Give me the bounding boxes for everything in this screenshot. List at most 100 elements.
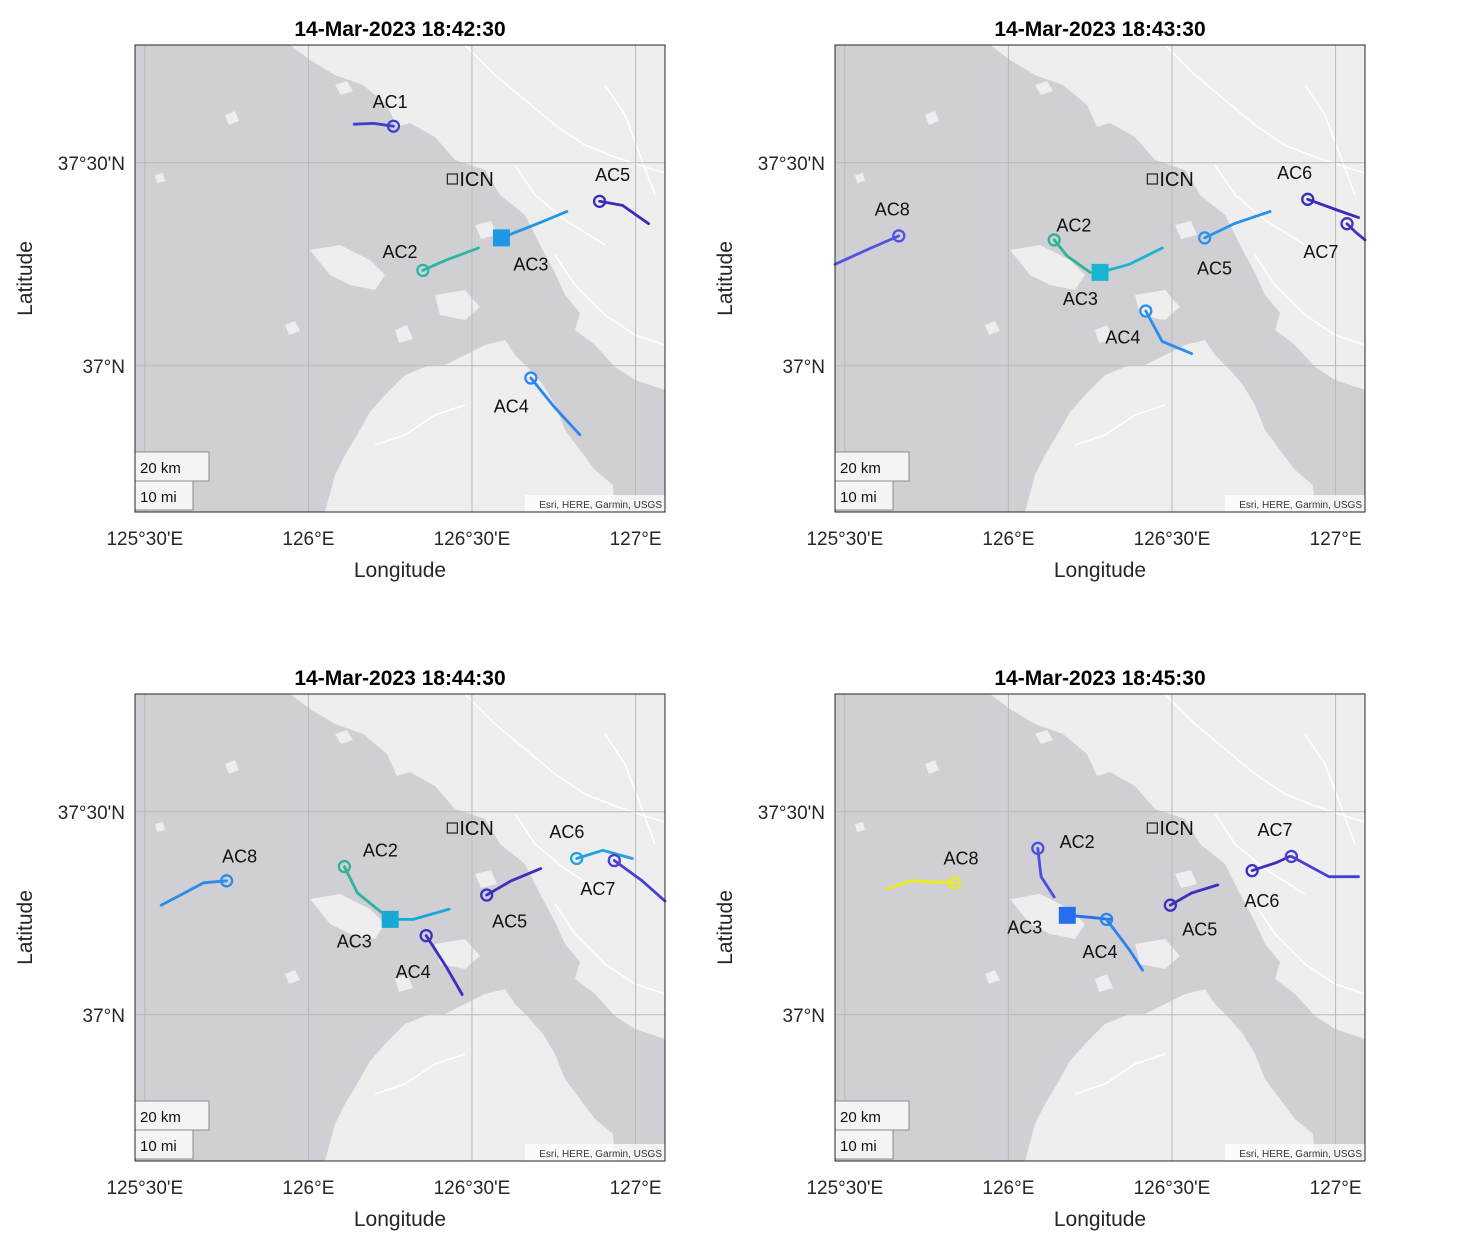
attribution-text: Esri, HERE, Garmin, USGS (1239, 1149, 1362, 1160)
x-axis-label: Longitude (1054, 1208, 1146, 1231)
airport-marker (1146, 822, 1158, 834)
aircraft-ac6: AC6 (1277, 163, 1360, 220)
scalebar-km-label: 20 km (140, 460, 181, 477)
aircraft-trail (1345, 222, 1367, 242)
aircraft-marker-circle[interactable] (1301, 192, 1315, 206)
scalebar-mi-box (134, 480, 194, 511)
aircraft-ac5: AC5 (1163, 883, 1220, 940)
basemap-road (1164, 693, 1366, 823)
aircraft-label: AC6 (1277, 163, 1312, 183)
panel-title: 14-Mar-2023 18:42:30 (294, 18, 505, 41)
aircraft-marker-circle[interactable] (416, 263, 430, 278)
aircraft-ac2: AC2 (337, 840, 398, 921)
aircraft-marker-circle[interactable] (1198, 231, 1212, 245)
aircraft-ac3: AC3 (337, 907, 451, 952)
aircraft-trail (421, 246, 480, 272)
aircraft-marker-circle[interactable] (947, 876, 962, 890)
aircraft-label: AC3 (337, 932, 372, 952)
x-tick-label: 126°E (982, 529, 1034, 550)
aircraft-ac4: AC4 (1082, 912, 1144, 972)
attribution-bg (525, 495, 665, 512)
x-tick-label: 127°E (610, 529, 662, 550)
aircraft-marker-circle[interactable] (1163, 898, 1177, 912)
scalebar-km-box (134, 451, 210, 482)
aircraft-marker-circle[interactable] (1284, 849, 1299, 864)
scalebar-mi-box (834, 1129, 894, 1160)
aircraft-marker-circle[interactable] (1340, 217, 1354, 231)
aircraft-marker-circle[interactable] (219, 874, 234, 888)
basemap-road (1074, 1053, 1166, 1095)
panel-title: 14-Mar-2023 18:43:30 (994, 18, 1205, 41)
basemap-island (925, 111, 939, 125)
aircraft-trail (499, 210, 569, 240)
aircraft-marker-circle[interactable] (480, 888, 494, 902)
aircraft-label: AC4 (494, 396, 529, 416)
aircraft-marker-circle[interactable] (892, 229, 906, 243)
aircraft-marker-circle[interactable] (570, 851, 584, 866)
basemap-island (855, 822, 865, 832)
aircraft-marker-circle[interactable] (1047, 233, 1061, 247)
aircraft-ac7: AC7 (1303, 217, 1367, 262)
x-tick-label: 127°E (1310, 1178, 1362, 1199)
aircraft-marker-square[interactable] (381, 910, 399, 928)
aircraft-ac5: AC5 (1197, 210, 1272, 278)
basemap-road (1254, 903, 1366, 995)
scalebar-mi-label: 10 mi (140, 1138, 177, 1155)
basemap-island (1010, 894, 1085, 939)
aircraft-marker-circle[interactable] (419, 928, 433, 943)
aircraft-marker-circle[interactable] (386, 119, 401, 133)
aircraft-trail (159, 879, 228, 907)
y-tick-label: 37°30'N (758, 154, 825, 175)
basemap-island (1175, 870, 1197, 888)
attribution-bg (1225, 495, 1365, 512)
airport-label: ICN (1159, 818, 1193, 840)
aircraft-label: AC8 (875, 199, 910, 219)
airport-label: ICN (459, 818, 493, 840)
axes-frame (134, 693, 666, 1162)
aircraft-label: AC6 (549, 822, 584, 842)
airport-marker (446, 822, 458, 834)
x-tick-label: 126°E (282, 529, 334, 550)
aircraft-ac2: AC2 (382, 242, 480, 278)
aircraft-label: AC8 (943, 848, 978, 868)
aircraft-marker-square[interactable] (1058, 906, 1076, 924)
aircraft-ac5: AC5 (592, 165, 650, 226)
aircraft-trail (342, 865, 392, 921)
axes-frame (834, 44, 1366, 513)
aircraft-marker-circle[interactable] (607, 853, 621, 868)
map-panel-1: 125°30'E 126°E 126°30'E 127°E 37°30'N 37°N ICN… (14, 18, 666, 582)
basemap-island (475, 221, 497, 239)
aircraft-label: AC6 (1244, 891, 1279, 911)
aircraft-ac3: AC3 (1007, 906, 1112, 938)
scalebar-km-label: 20 km (840, 460, 881, 477)
aircraft-marker-circle[interactable] (1245, 863, 1259, 878)
aircraft-marker-circle[interactable] (1139, 304, 1153, 318)
aircraft-trail (529, 376, 582, 437)
x-tick-label: 126°30'E (434, 1178, 511, 1199)
basemap-island (925, 760, 939, 774)
scalebar-km-box (134, 1100, 210, 1131)
basemap-island (1035, 730, 1053, 744)
aircraft-marker-circle[interactable] (1099, 912, 1114, 927)
aircraft-trail (833, 234, 901, 266)
aircraft-marker-square[interactable] (1091, 263, 1109, 281)
aircraft-trail (1105, 917, 1144, 972)
scalebar-mi-box (134, 1129, 194, 1160)
basemap-island (225, 760, 239, 774)
scalebar-km-box (834, 1100, 910, 1131)
aircraft-trail (575, 848, 634, 860)
basemap-island (155, 173, 165, 183)
basemap-road (1214, 813, 1306, 895)
aircraft-marker-circle[interactable] (592, 194, 607, 208)
aircraft-marker-circle[interactable] (1031, 841, 1045, 855)
aircraft-marker-circle[interactable] (524, 371, 538, 385)
aircraft-trail (485, 867, 543, 897)
basemap-road (604, 733, 656, 845)
basemap-island (155, 822, 165, 832)
aircraft-marker-circle[interactable] (337, 859, 352, 874)
aircraft-label: AC4 (396, 962, 431, 982)
map-panel-4: 125°30'E 126°E 126°30'E 127°E 37°30'N 37°N ICN… (714, 667, 1366, 1231)
y-axis-label: Latitude (714, 241, 737, 316)
aircraft-marker-square[interactable] (492, 229, 510, 247)
axes-frame (134, 44, 666, 513)
